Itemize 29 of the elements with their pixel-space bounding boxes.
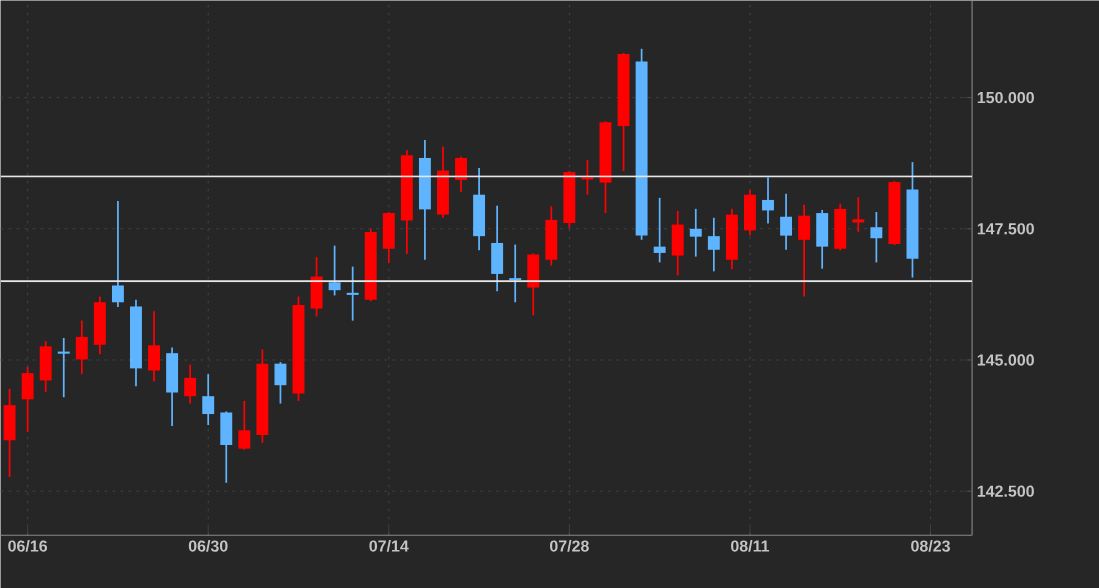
candlestick — [870, 211, 883, 264]
y-tick-label: 147.500 — [977, 223, 1034, 235]
y-tick-label: 142.500 — [977, 485, 1034, 497]
candlestick — [184, 363, 197, 405]
candlestick — [455, 155, 467, 193]
y-tick-label: 150.000 — [977, 91, 1034, 104]
x-tick-label: 06/16 — [8, 539, 48, 552]
candlestick — [238, 399, 251, 451]
candlestick — [581, 159, 594, 196]
candlestick — [707, 216, 720, 273]
candlestick — [274, 361, 287, 405]
y-tick-label: 145.000 — [977, 354, 1034, 366]
candlestick — [780, 192, 793, 251]
candlestick — [509, 243, 522, 304]
x-tick-label: 07/14 — [369, 539, 409, 552]
candlestick — [762, 176, 774, 225]
candlestick — [75, 319, 88, 375]
candlestick — [852, 196, 865, 233]
candlestick — [202, 373, 215, 426]
candlestick — [57, 336, 70, 399]
x-tick-label: 08/11 — [731, 539, 770, 552]
candlestick — [111, 200, 124, 308]
x-tick-label: 08/23 — [911, 539, 950, 552]
candlestick — [653, 196, 666, 264]
candlestick — [689, 207, 702, 258]
candlestick — [328, 244, 341, 297]
x-tick-label: 06/30 — [188, 539, 228, 552]
candlestick — [346, 265, 359, 322]
x-tick-label: 07/28 — [549, 539, 589, 552]
